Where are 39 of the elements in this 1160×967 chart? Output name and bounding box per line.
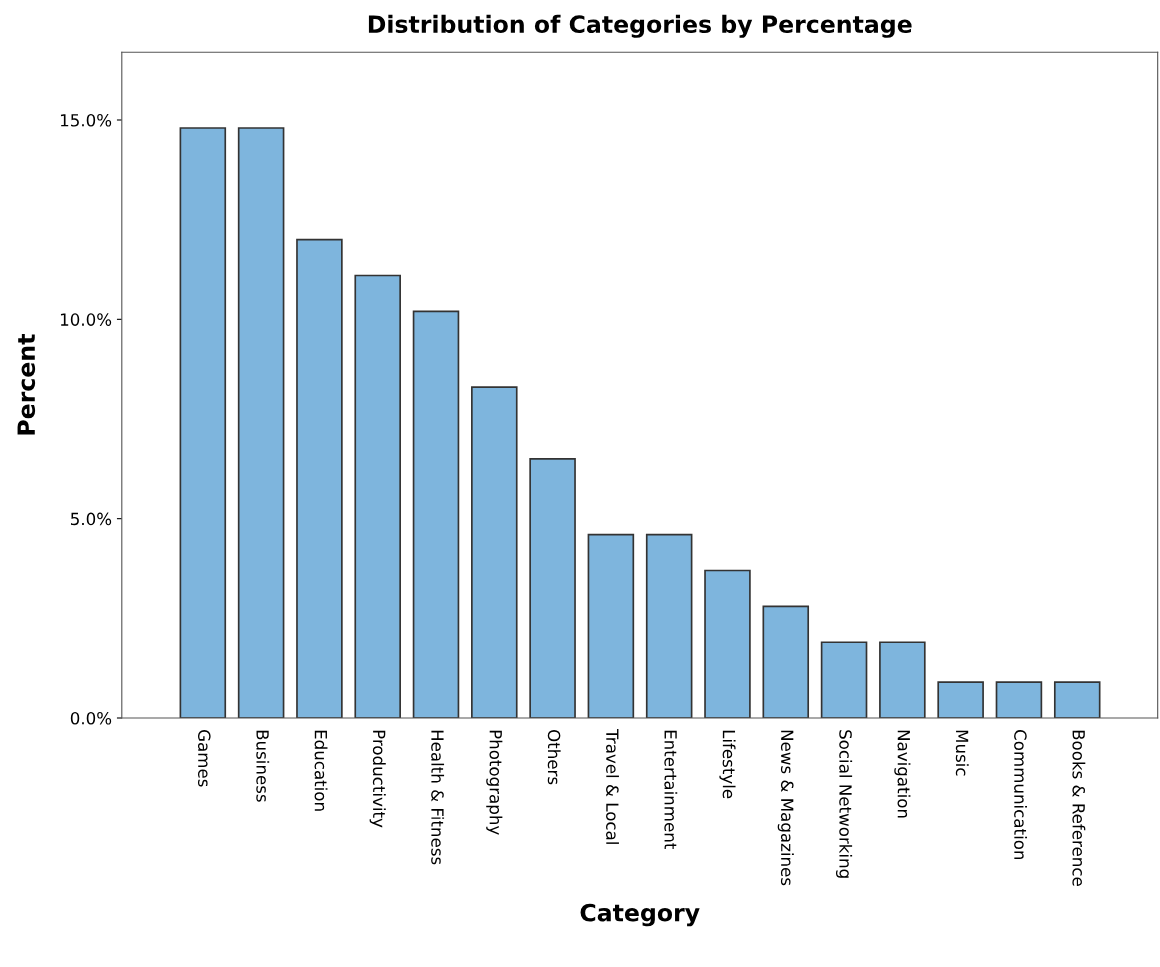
x-tick-label: Education — [314, 730, 328, 811]
y-tick-label: 10.0% — [60, 313, 112, 326]
bar — [645, 533, 693, 718]
y-axis-title: Percent — [17, 334, 36, 435]
y-tick-label: 15.0% — [60, 113, 112, 127]
x-tick-label: Entertainment — [664, 730, 678, 849]
bar — [471, 386, 518, 718]
x-tick-label: Lifestyle — [719, 730, 736, 799]
x-tick-label: Communication — [1014, 730, 1028, 860]
bar — [354, 274, 401, 718]
x-tick-label: Travel & Local — [606, 729, 619, 844]
bar — [937, 681, 984, 718]
x-tick-label: Social Networking — [835, 730, 853, 878]
bar — [820, 641, 868, 718]
x-tick-label: Music — [955, 730, 969, 776]
x-tick-label: Games — [197, 730, 211, 787]
y-tick-label: 0.0% — [70, 711, 112, 725]
bar — [529, 458, 576, 718]
bar — [296, 238, 343, 718]
x-tick-label: Health & Fitness — [431, 730, 445, 865]
bar — [995, 681, 1043, 718]
bar — [179, 127, 227, 718]
x-tick-label: Photography — [486, 730, 503, 835]
x-tick-label: Business — [256, 730, 270, 802]
x-tick-label: Productivity — [369, 730, 386, 828]
x-tick-label: News & Magazines — [777, 730, 794, 886]
bar — [762, 605, 810, 718]
chart-title: Distribution of Categories by Percentage — [368, 14, 912, 38]
bar — [587, 533, 635, 718]
y-tick-label: 5.0% — [71, 512, 112, 526]
x-tick-label: Books & Reference — [1072, 730, 1086, 886]
bar — [1053, 681, 1101, 718]
bar — [237, 127, 285, 718]
bar — [879, 641, 926, 718]
bar — [412, 310, 460, 718]
x-tick-label: Navigation — [894, 730, 911, 818]
bar — [704, 569, 751, 718]
x-tick-label: Others — [547, 730, 561, 785]
x-axis-title: Category — [580, 903, 700, 927]
